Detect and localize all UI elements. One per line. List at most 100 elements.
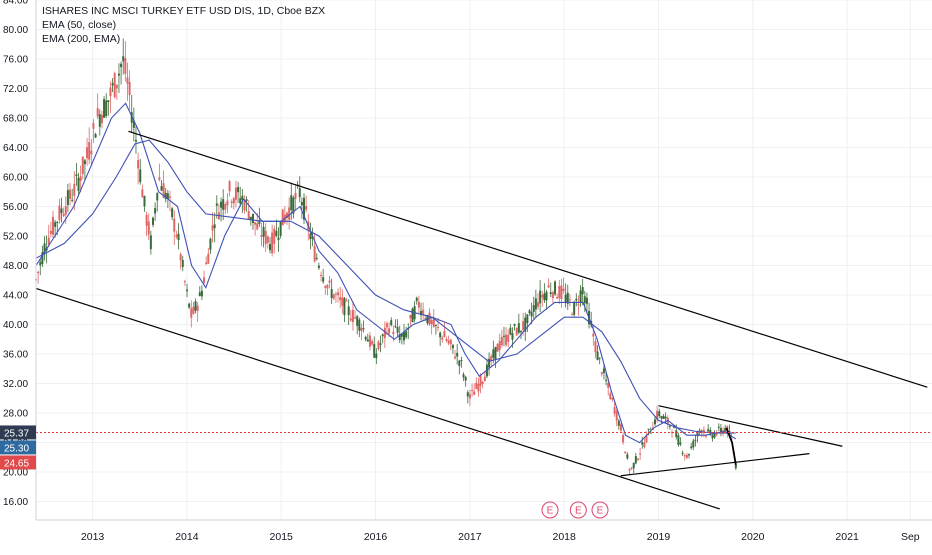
- candle-body: [39, 261, 42, 266]
- candle-body: [711, 435, 714, 439]
- candle-body: [62, 213, 65, 216]
- candle-body: [398, 333, 401, 341]
- x-tick-label: 2017: [458, 531, 482, 543]
- candle-body: [524, 317, 527, 332]
- y-tick-label: 52.00: [3, 232, 28, 243]
- candle-body: [390, 320, 393, 326]
- candle-body: [668, 425, 671, 427]
- candle-body: [315, 258, 318, 260]
- candle-body: [645, 435, 648, 443]
- candle-body: [547, 285, 550, 288]
- candle-body: [188, 303, 191, 308]
- candle-body: [341, 297, 344, 306]
- candle-body: [279, 221, 282, 236]
- candle-body: [724, 428, 727, 431]
- candle-body: [417, 301, 420, 308]
- candle-body: [241, 195, 244, 201]
- candle-body: [688, 454, 691, 456]
- legend-ema200[interactable]: EMA (200, EMA): [42, 33, 121, 45]
- x-tick-label: 2013: [81, 531, 105, 543]
- candle-body: [581, 287, 584, 295]
- candle-body: [526, 314, 529, 324]
- candle-body: [77, 177, 80, 191]
- candle-body: [460, 360, 463, 362]
- candle-body: [498, 340, 501, 351]
- candle-body: [113, 73, 116, 98]
- candle-body: [515, 328, 518, 336]
- y-tick-label: 72.00: [3, 84, 28, 95]
- candle-body: [171, 208, 174, 218]
- candle-body: [664, 416, 667, 419]
- candle-body: [224, 204, 227, 210]
- candle-body: [388, 328, 391, 334]
- candle-body: [653, 419, 656, 425]
- price-tag: [0, 440, 36, 455]
- candle-body: [479, 375, 482, 386]
- candle-body: [630, 467, 633, 469]
- candle-body: [196, 305, 199, 311]
- candle-body: [81, 156, 84, 175]
- candle-body: [98, 114, 101, 127]
- candle-body: [534, 298, 537, 310]
- candle-body: [517, 323, 520, 333]
- candle-body: [169, 196, 172, 198]
- trendlines: [35, 130, 928, 510]
- x-tick-label: 2014: [175, 531, 199, 543]
- candle-body: [41, 252, 44, 264]
- candle-body: [286, 212, 289, 218]
- candle-body: [600, 372, 603, 374]
- candle-body: [134, 140, 137, 142]
- candle-body: [228, 181, 231, 192]
- candle-body: [643, 442, 646, 448]
- trendline: [128, 130, 928, 388]
- candle-body: [247, 211, 250, 220]
- candle-body: [271, 232, 274, 254]
- candle-body: [52, 216, 55, 235]
- candle-body: [649, 432, 652, 434]
- price-tag: [0, 455, 36, 470]
- candle-body: [583, 296, 586, 304]
- candle-body: [477, 383, 480, 392]
- legend-ema50[interactable]: EMA (50, close): [42, 19, 117, 31]
- candle-body: [566, 292, 569, 304]
- earnings-marker-label: E: [575, 506, 582, 517]
- candle-body: [220, 201, 223, 208]
- candle-body: [454, 356, 457, 359]
- candlesticks: [35, 38, 737, 475]
- candle-body: [177, 233, 180, 241]
- candle-body: [281, 209, 284, 226]
- candle-body: [345, 300, 348, 302]
- candle-body: [111, 83, 114, 86]
- candle-body: [349, 318, 352, 321]
- candle-body: [356, 316, 359, 326]
- candle-body: [392, 331, 395, 335]
- candle-body: [562, 288, 565, 291]
- candle-body: [690, 446, 693, 449]
- y-tick-label: 64.00: [3, 143, 28, 154]
- price-tags: 25.37 25.30 24.65: [0, 425, 36, 470]
- candle-body: [230, 201, 233, 203]
- candle-body: [347, 306, 350, 316]
- candle-body: [215, 203, 218, 206]
- candle-body: [494, 347, 497, 360]
- candle-body: [145, 214, 148, 226]
- candle-body: [615, 411, 618, 421]
- candle-body: [117, 73, 120, 76]
- candle-body: [502, 335, 505, 337]
- candle-body: [237, 187, 240, 193]
- candle-body: [73, 183, 76, 196]
- candle-body: [328, 280, 331, 283]
- candle-body: [483, 376, 486, 382]
- candle-body: [160, 186, 163, 191]
- candle-body: [360, 327, 363, 331]
- candle-body: [383, 327, 386, 339]
- candle-body: [560, 285, 563, 300]
- price-tag-label: 24.65: [4, 458, 29, 469]
- candle-body: [473, 391, 476, 395]
- candle-body: [309, 233, 312, 240]
- candle-body: [709, 430, 712, 434]
- y-tick-label: 32.00: [3, 379, 28, 390]
